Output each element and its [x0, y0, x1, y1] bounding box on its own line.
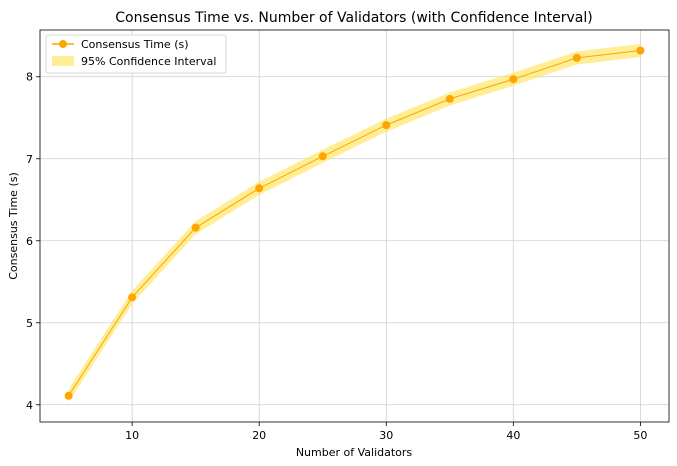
x-tick-label: 50 — [633, 429, 647, 442]
data-point — [255, 184, 264, 193]
series-line — [68, 50, 641, 397]
legend: Consensus Time (s) 95% Confidence Interv… — [45, 34, 227, 74]
y-tick-label: 8 — [26, 71, 33, 84]
y-tick-label: 4 — [26, 399, 33, 412]
grid — [40, 30, 669, 422]
legend-series-label: Consensus Time (s) — [81, 38, 189, 51]
data-point — [191, 223, 200, 232]
x-ticks: 10 20 30 40 50 — [125, 422, 647, 442]
data-point — [636, 46, 645, 55]
y-tick-label: 5 — [26, 317, 33, 330]
data-point — [64, 391, 73, 400]
legend-band-label: 95% Confidence Interval — [81, 55, 216, 68]
x-tick-label: 30 — [379, 429, 393, 442]
x-tick-label: 40 — [506, 429, 520, 442]
legend-box — [45, 34, 227, 74]
legend-point-marker — [59, 40, 67, 48]
x-axis-label: Number of Validators — [296, 446, 413, 459]
series-line-path — [68, 50, 641, 397]
confidence-band-area — [68, 43, 641, 403]
y-tick-label: 7 — [26, 153, 33, 166]
y-axis-label: Consensus Time (s) — [7, 172, 20, 280]
data-point — [445, 94, 454, 103]
x-tick-label: 10 — [125, 429, 139, 442]
data-point — [382, 121, 391, 130]
data-point — [509, 75, 518, 84]
y-ticks: 4 5 6 7 8 — [26, 71, 40, 412]
data-point — [128, 293, 137, 302]
plot-frame — [39, 29, 670, 423]
data-point — [572, 53, 581, 62]
y-tick-label: 6 — [26, 235, 33, 248]
legend-band-swatch — [52, 56, 74, 66]
series-points — [64, 46, 645, 400]
confidence-band — [68, 43, 641, 403]
x-tick-label: 20 — [252, 429, 266, 442]
chart-title: Consensus Time vs. Number of Validators … — [115, 10, 592, 26]
data-point — [318, 152, 327, 161]
